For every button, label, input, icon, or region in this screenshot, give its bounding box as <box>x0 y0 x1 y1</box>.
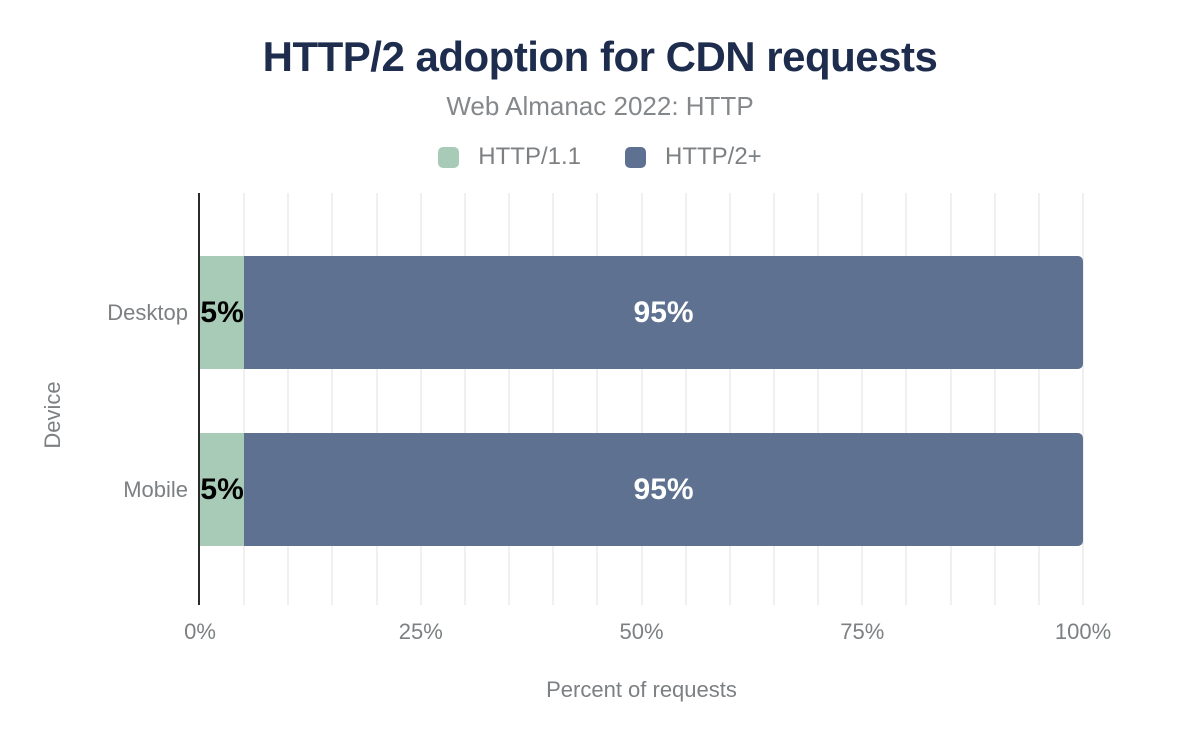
y-axis-line <box>198 193 200 605</box>
bar-segment-mobile-http11[interactable]: 5% <box>200 433 245 546</box>
gridline <box>861 193 864 605</box>
y-axis-title: Device <box>40 381 65 449</box>
bar-value-label: 95% <box>633 472 694 506</box>
gridline <box>1082 193 1084 605</box>
plot-area: 5% 95% Desktop 5% 95% Mobile 0% 25% 50% 75% 100% <box>107 193 1111 644</box>
gridline <box>463 193 466 605</box>
gridline <box>993 193 996 605</box>
x-tick-label-50: 50% <box>619 619 664 644</box>
bar-value-label: 5% <box>200 472 244 506</box>
gridline <box>684 193 687 605</box>
category-label-desktop: Desktop <box>107 299 188 325</box>
x-tick-label-25: 25% <box>398 619 443 644</box>
chart-title: HTTP/2 adoption for CDN requests <box>262 33 938 80</box>
gridline <box>243 193 246 605</box>
gridline <box>1037 193 1040 605</box>
bar-row-desktop: 5% 95% <box>200 256 1083 369</box>
gridline <box>596 193 599 605</box>
bar-row-mobile: 5% 95% <box>200 433 1083 546</box>
gridline <box>331 193 334 605</box>
legend: HTTP/1.1 HTTP/2+ <box>0 143 1200 171</box>
legend-label-http11: HTTP/1.1 <box>478 143 581 170</box>
gridline <box>949 193 952 605</box>
x-tick-label-75: 75% <box>840 619 885 644</box>
gridline <box>640 193 643 605</box>
gridline <box>772 193 775 605</box>
x-axis-title: Percent of requests <box>546 677 737 702</box>
bar-segment-mobile-http2[interactable]: 95% <box>244 433 1083 546</box>
legend-label-http2plus: HTTP/2+ <box>665 143 762 170</box>
legend-swatch-http2plus <box>625 146 646 168</box>
legend-item-http11: HTTP/1.1 <box>438 143 581 171</box>
x-tick-label-100: 100% <box>1054 619 1112 644</box>
gridline <box>552 193 555 605</box>
category-label-mobile: Mobile <box>123 476 188 502</box>
legend-swatch-http11 <box>438 146 460 168</box>
gridline <box>419 193 422 605</box>
gridline <box>817 193 820 605</box>
legend-item-http2plus: HTTP/2+ <box>625 143 762 171</box>
bar-segment-desktop-http11[interactable]: 5% <box>200 256 245 369</box>
bar-value-label: 5% <box>200 295 244 329</box>
gridline <box>905 193 908 605</box>
gridline <box>508 193 511 605</box>
bar-value-label: 95% <box>633 295 694 329</box>
gridline <box>287 193 290 605</box>
gridline <box>728 193 731 605</box>
x-tick-label-0: 0% <box>184 619 216 644</box>
bar-segment-desktop-http2[interactable]: 95% <box>244 256 1083 369</box>
gridline <box>375 193 378 605</box>
chart-subtitle: Web Almanac 2022: HTTP <box>446 91 754 121</box>
